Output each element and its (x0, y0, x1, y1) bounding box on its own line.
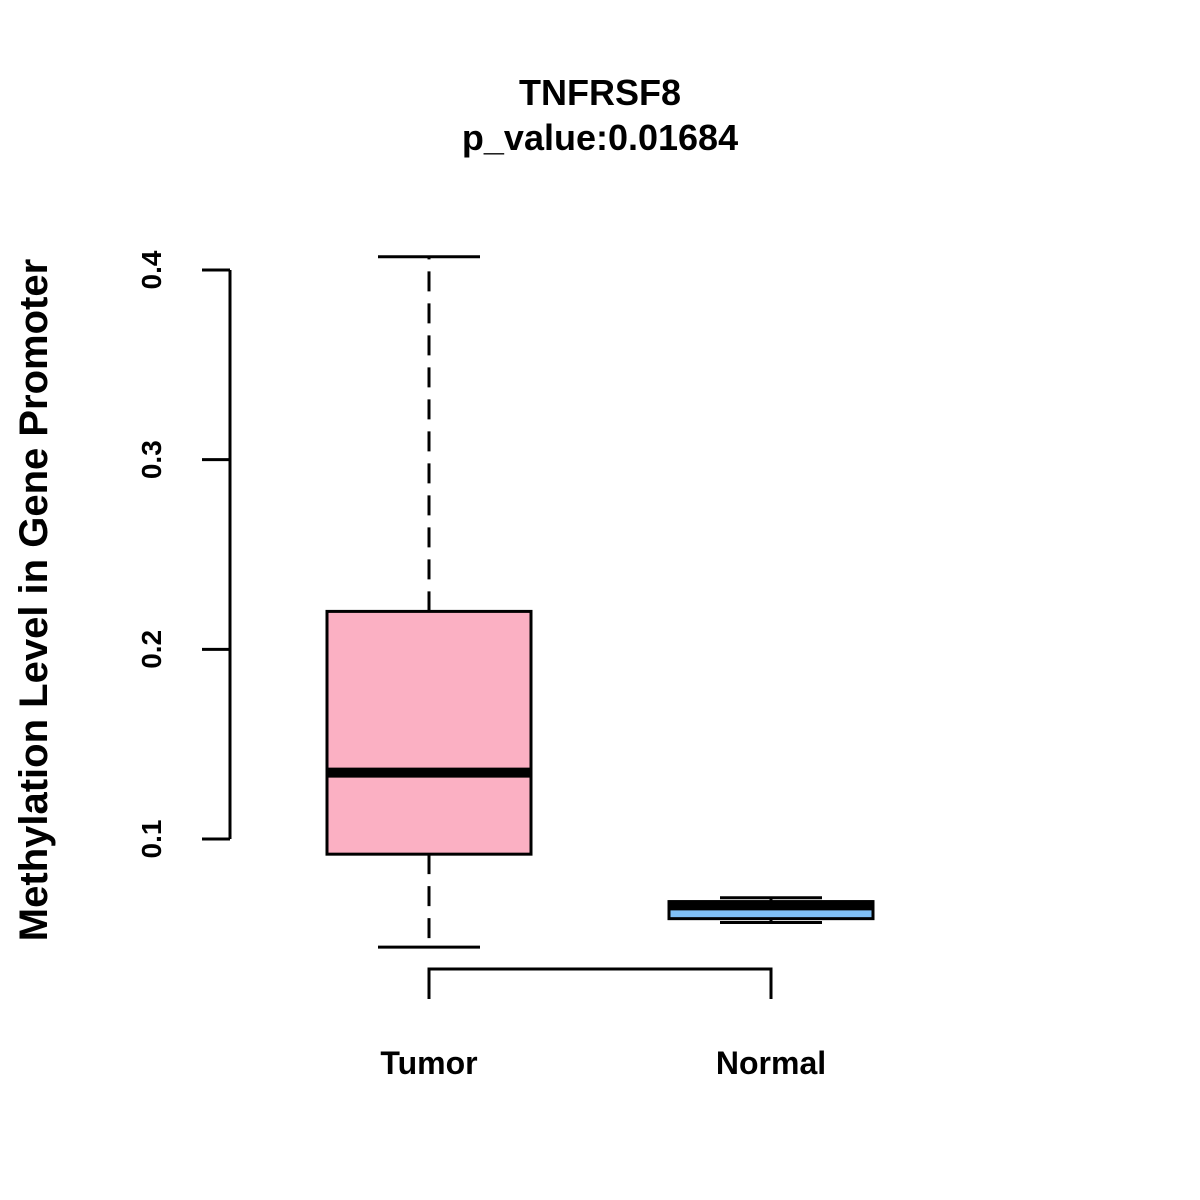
bracket-line (427, 967, 773, 999)
box-normal (667, 896, 875, 924)
y-axis: 0.1 0.2 0.3 0.4 (136, 250, 232, 859)
comparison-bracket (427, 967, 773, 999)
y-tick-label: 0.3 (136, 440, 167, 479)
y-tick-label: 0.4 (136, 250, 167, 289)
category-label-normal: Normal (716, 1045, 826, 1081)
category-label-tumor: Tumor (380, 1045, 477, 1081)
chart-title: TNFRSF8 (519, 72, 681, 113)
y-tick-label: 0.2 (136, 630, 167, 669)
y-axis-label: Methylation Level in Gene Promoter (12, 259, 56, 941)
box-tumor (325, 255, 533, 949)
boxes-group (325, 255, 875, 949)
box-iqr (325, 609, 533, 856)
chart-subtitle: p_value:0.01684 (462, 117, 738, 158)
y-tick-label: 0.1 (136, 820, 167, 859)
x-axis-labels: Tumor Normal (380, 1045, 826, 1081)
